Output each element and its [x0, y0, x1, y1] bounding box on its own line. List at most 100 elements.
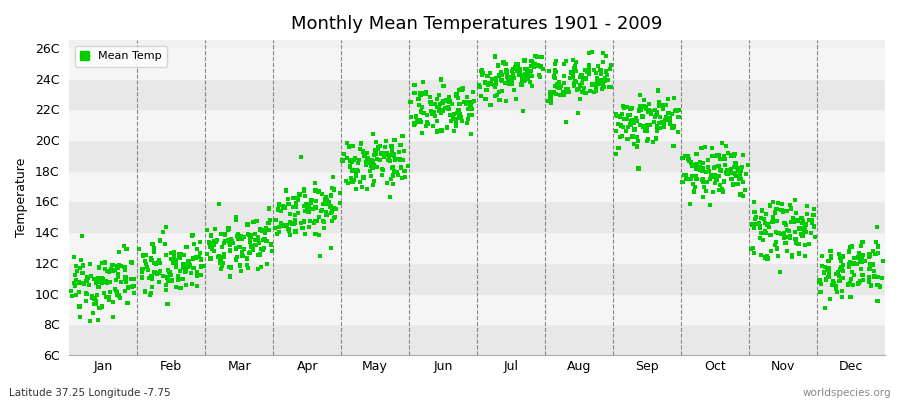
Point [765, 219, 779, 226]
Point [748, 220, 762, 227]
Point [716, 188, 731, 195]
Point [760, 256, 775, 262]
Point [387, 137, 401, 143]
Point [247, 219, 261, 226]
Point [847, 272, 861, 278]
Point [642, 107, 656, 113]
Point [185, 233, 200, 239]
Point [341, 180, 356, 186]
Point [550, 84, 564, 90]
Point [90, 292, 104, 298]
Point [707, 172, 722, 178]
Point [221, 239, 236, 245]
Point [534, 63, 548, 70]
Point [692, 164, 706, 171]
Point [222, 264, 237, 270]
Point [432, 92, 446, 98]
Point [631, 138, 645, 144]
Point [328, 214, 342, 220]
Point [64, 288, 78, 294]
Point [507, 87, 521, 93]
Point [844, 260, 859, 266]
Point [365, 131, 380, 137]
Point [639, 127, 653, 134]
Point [438, 104, 453, 111]
Point [160, 301, 175, 308]
Point [825, 278, 840, 284]
Point [310, 218, 324, 224]
Point [675, 179, 689, 185]
Point [788, 236, 803, 242]
Point [638, 128, 652, 134]
Point [99, 278, 113, 285]
Point [523, 68, 537, 74]
Point [448, 116, 463, 122]
Point [169, 263, 184, 270]
Point [611, 144, 625, 151]
Point [86, 276, 101, 282]
Point [600, 72, 615, 78]
Point [610, 113, 625, 120]
Point [491, 63, 505, 70]
Point [163, 272, 177, 278]
Point [706, 188, 720, 195]
Point [500, 74, 514, 80]
Point [662, 115, 677, 121]
Point [456, 85, 471, 92]
Point [444, 118, 458, 124]
Point [753, 225, 768, 232]
Point [254, 264, 268, 270]
Point [869, 224, 884, 230]
Point [573, 82, 588, 89]
Point [89, 301, 104, 307]
Point [784, 219, 798, 225]
Point [232, 244, 247, 250]
Point [366, 162, 381, 168]
Point [572, 86, 587, 92]
Point [511, 71, 526, 78]
Point [727, 153, 742, 160]
Point [852, 278, 867, 284]
Point [446, 128, 461, 134]
Point [643, 101, 657, 107]
Point [637, 123, 652, 130]
Point [215, 260, 230, 266]
Point [449, 91, 464, 98]
Point [144, 257, 158, 263]
Point [80, 275, 94, 282]
Point [184, 270, 198, 276]
Point [505, 68, 519, 74]
Point [681, 156, 696, 162]
Point [862, 276, 877, 282]
Point [699, 169, 714, 175]
Point [590, 75, 604, 81]
Point [408, 90, 422, 96]
Point [93, 304, 107, 311]
Point [194, 256, 208, 263]
Point [505, 81, 519, 87]
Point [160, 278, 175, 284]
Point [104, 266, 119, 272]
Point [716, 178, 731, 185]
Point [528, 53, 543, 59]
Point [633, 103, 647, 109]
Point [165, 277, 179, 284]
Text: worldspecies.org: worldspecies.org [803, 388, 891, 398]
Point [492, 89, 507, 95]
Point [688, 184, 702, 190]
Point [852, 256, 867, 262]
Point [790, 216, 805, 223]
Point [324, 192, 338, 199]
Point [481, 72, 495, 79]
Point [531, 62, 545, 68]
Point [753, 230, 768, 236]
Point [587, 89, 601, 95]
Point [346, 179, 360, 185]
Point [854, 258, 868, 265]
Point [637, 96, 652, 103]
Point [385, 181, 400, 188]
Point [414, 92, 428, 98]
Point [464, 99, 478, 105]
Point [836, 262, 850, 268]
Point [256, 244, 271, 251]
